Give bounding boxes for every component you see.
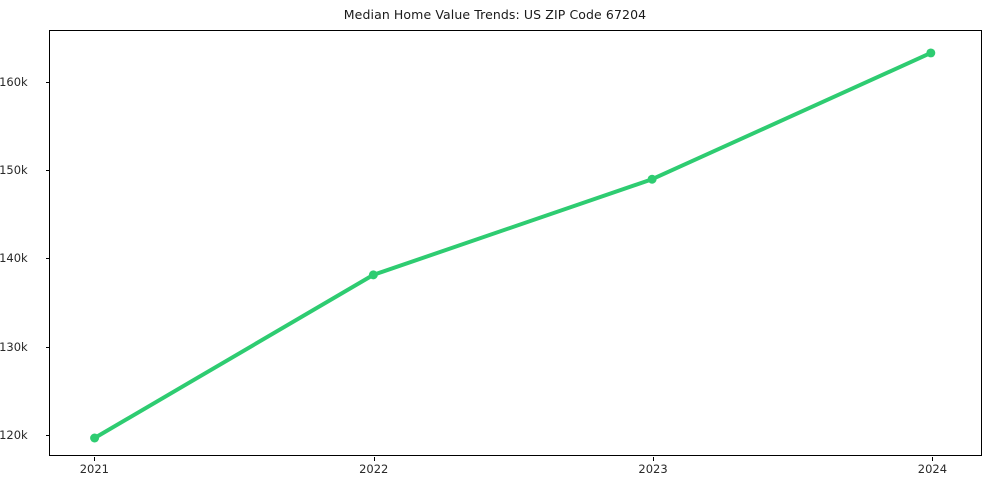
x-tick-mark — [373, 456, 375, 461]
x-tick-mark — [94, 456, 96, 461]
data-point-marker — [926, 48, 936, 58]
y-tick-label: $130k — [0, 339, 28, 354]
y-tick-label: $120k — [0, 427, 28, 442]
y-tick-label: $140k — [0, 251, 28, 266]
x-tick-label: 2021 — [79, 461, 110, 476]
y-tick-mark — [45, 434, 50, 436]
x-tick-mark — [932, 456, 934, 461]
x-tick-label: 2022 — [359, 461, 389, 476]
x-tick-label: 2023 — [638, 461, 668, 476]
plot-area: $120k$130k$140k$150k$160k 20212022202320… — [0, 30, 982, 476]
y-tick-mark — [45, 82, 50, 84]
x-tick-label: 2024 — [917, 461, 948, 476]
series-line-median-home-value — [92, 50, 933, 441]
data-point-marker — [89, 433, 99, 443]
y-tick-label: $160k — [0, 75, 28, 90]
y-axis-ticks: $120k $130k $140k $150k $160k — [0, 31, 981, 455]
y-tick-mark — [45, 258, 50, 260]
x-tick-mark — [653, 456, 655, 461]
line-series-svg — [89, 48, 936, 443]
data-point-marker — [647, 174, 657, 184]
y-tick-mark — [45, 346, 50, 348]
data-point-marker — [368, 270, 378, 280]
chart-title: Median Home Value Trends: US ZIP Code 67… — [343, 7, 647, 22]
y-tick-label: $150k — [0, 163, 28, 178]
series-markers — [89, 48, 936, 443]
x-axis-ticks: 2021 2022 2023 2024 — [50, 31, 981, 476]
y-tick-mark — [45, 170, 50, 172]
